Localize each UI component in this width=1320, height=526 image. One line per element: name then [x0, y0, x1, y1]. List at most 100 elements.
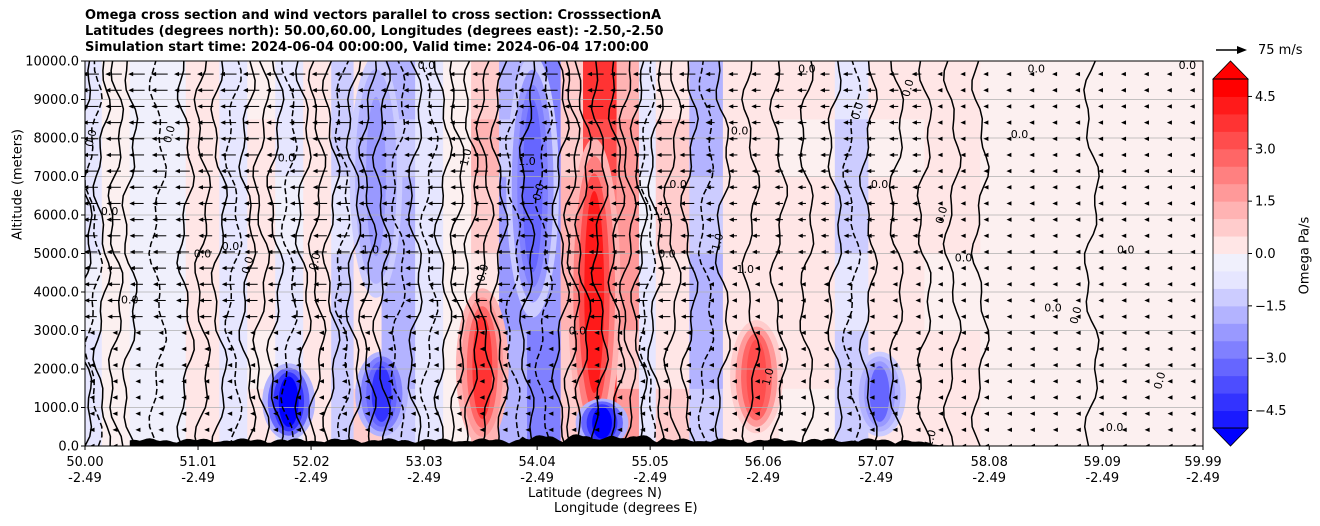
- wind-vector-head: [938, 379, 944, 384]
- wind-vector-head: [341, 411, 347, 416]
- wind-vector-head: [245, 314, 251, 319]
- wind-vector-head: [865, 88, 871, 93]
- wind-vector-head: [961, 443, 967, 446]
- wind-vector-head: [250, 427, 256, 433]
- wind-vector-head: [542, 265, 548, 271]
- wind-vector-head: [656, 185, 662, 190]
- omega-contour: [463, 61, 479, 446]
- wind-vector-head: [656, 120, 662, 125]
- wind-vector-head: [472, 104, 478, 109]
- colorbar-segment: [1213, 323, 1248, 342]
- wind-vector-head: [937, 249, 943, 255]
- wind-vector-head: [611, 282, 617, 287]
- omega-contour: [475, 61, 495, 446]
- wind-vector-head: [1098, 233, 1104, 238]
- wind-vector-head: [594, 395, 600, 400]
- wind-vector-head: [130, 298, 136, 303]
- wind-vector-head: [1167, 443, 1173, 446]
- wind-vector-head: [565, 185, 571, 190]
- colorbar-label: Omega Pa/s: [1297, 216, 1313, 295]
- wind-vector-head: [1190, 395, 1196, 400]
- wind-vector-head: [751, 120, 757, 125]
- wind-vector-head: [1029, 265, 1035, 271]
- wind-vector-head: [334, 88, 340, 93]
- wind-vector-head: [266, 201, 272, 206]
- wind-vector-head: [754, 282, 760, 287]
- wind-vector-head: [1006, 136, 1012, 141]
- x-tick-label-longitude: -2.49: [1085, 471, 1119, 486]
- wind-vector-head: [1121, 395, 1127, 400]
- wind-vector-head: [89, 362, 95, 368]
- wind-vector-head: [800, 362, 806, 368]
- wind-vector-head: [634, 201, 640, 206]
- wind-vector-head: [1121, 330, 1127, 336]
- wind-vector-head: [797, 217, 803, 222]
- wind-vector-head: [135, 395, 141, 400]
- wind-vector-head: [273, 346, 279, 352]
- wind-vector-head: [865, 71, 871, 77]
- colorbar-tick-label: 4.5: [1255, 90, 1276, 105]
- wind-vector-head: [85, 217, 89, 222]
- wind-vector-head: [588, 217, 594, 222]
- omega-contour: [858, 61, 879, 446]
- wind-vector-head: [1167, 249, 1173, 255]
- wind-vector-head: [612, 314, 618, 319]
- wind-vector-head: [128, 152, 134, 158]
- wind-vector-head: [266, 104, 272, 109]
- wind-vector-head: [502, 395, 508, 400]
- wind-vector-head: [1167, 411, 1173, 416]
- wind-vector-head: [381, 185, 387, 190]
- wind-vector-head: [774, 152, 780, 158]
- wind-vector-head: [1098, 217, 1104, 222]
- wind-vector-head: [751, 152, 757, 158]
- chart-title-line-2: Latitudes (degrees north): 50.00,60.00, …: [85, 24, 664, 39]
- wind-vector-head: [1098, 314, 1104, 319]
- wind-vector-head: [1189, 120, 1195, 125]
- wind-vector-head: [587, 136, 593, 141]
- x-axis-label-longitude: Longitude (degrees E): [554, 501, 698, 516]
- wind-vector-head: [129, 185, 135, 190]
- wind-vector-head: [889, 217, 895, 222]
- wind-vector-head: [820, 136, 826, 141]
- wind-vector-head: [426, 88, 432, 93]
- wind-vector-head: [151, 88, 157, 93]
- wind-vector-head: [382, 298, 388, 303]
- wind-vector-head: [1052, 379, 1058, 384]
- wind-vector-head: [1052, 411, 1058, 416]
- wind-vector-head: [937, 120, 943, 125]
- wind-vector-head: [473, 152, 479, 158]
- wind-vector-head: [983, 201, 989, 206]
- y-tick-label: 5000.0: [34, 247, 80, 262]
- wind-vector-head: [404, 136, 410, 141]
- wind-vector-head: [892, 282, 898, 287]
- wind-vector-head: [915, 362, 921, 368]
- wind-vector-head: [520, 298, 526, 303]
- wind-vector-head: [312, 201, 318, 206]
- wind-vector-head: [820, 217, 826, 222]
- wind-vector-head: [106, 217, 112, 222]
- wind-vector-head: [130, 314, 136, 319]
- wind-vector-head: [404, 168, 410, 174]
- wind-vector-head: [937, 136, 943, 141]
- wind-vector-head: [754, 411, 760, 416]
- omega-cell: [443, 118, 472, 178]
- wind-vector-head: [983, 314, 989, 319]
- wind-vector-head: [1075, 314, 1081, 319]
- wind-vector-head: [937, 265, 943, 271]
- contour-label: 0.0: [278, 151, 296, 164]
- wind-vector-head: [387, 379, 393, 384]
- wind-vector-head: [823, 265, 829, 271]
- wind-vector-head: [680, 265, 686, 271]
- wind-vector-head: [846, 330, 852, 336]
- wind-vector-head: [960, 152, 966, 158]
- wind-vector-head: [960, 298, 966, 303]
- wind-vector-head: [1189, 88, 1195, 93]
- wind-vector-head: [1029, 395, 1035, 400]
- colorbar-segment: [1213, 410, 1248, 429]
- wind-vector-head: [820, 249, 826, 255]
- wind-vector-head: [266, 185, 272, 190]
- wind-vector-head: [387, 427, 393, 433]
- wind-vector-head: [1098, 185, 1104, 190]
- wind-vector-head: [181, 427, 187, 433]
- wind-vector-head: [983, 168, 989, 174]
